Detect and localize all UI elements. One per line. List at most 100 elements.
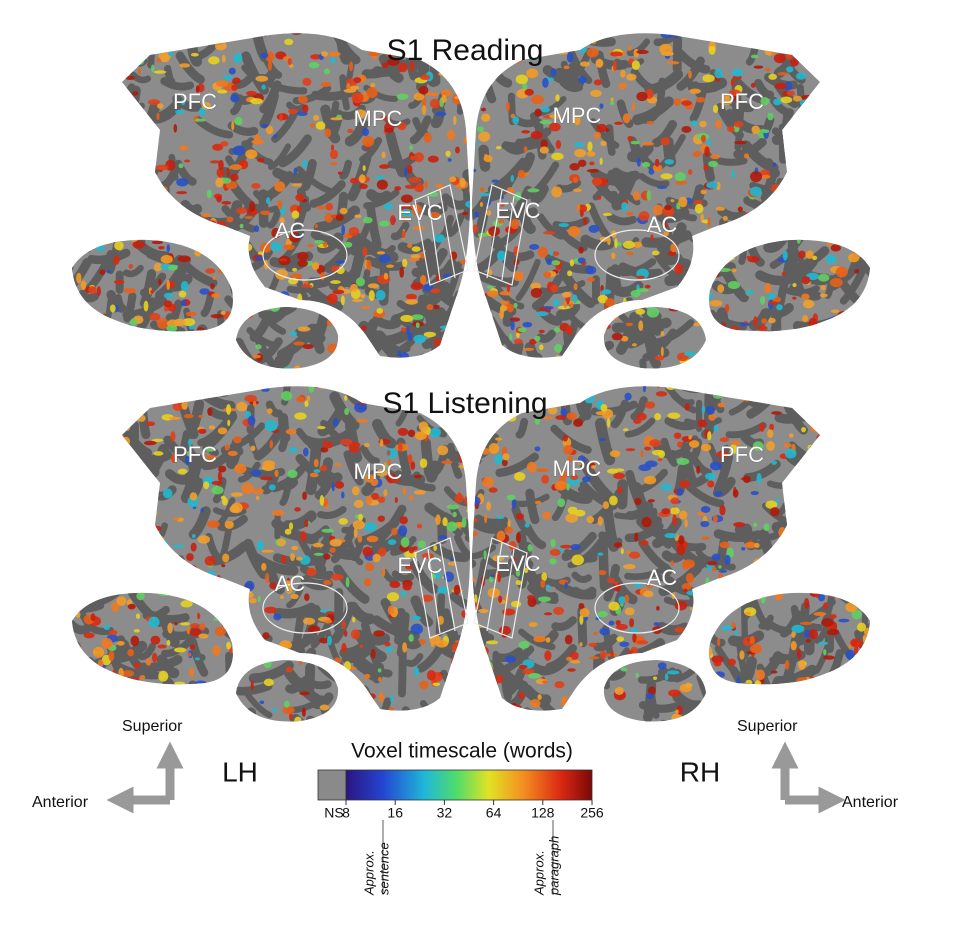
activation-patch — [561, 291, 571, 298]
sulcus — [784, 188, 817, 199]
activation-patch — [574, 509, 586, 517]
activation-patch — [87, 244, 91, 253]
sulcus — [490, 650, 499, 699]
sulcus — [354, 518, 400, 547]
activation-patch — [713, 424, 719, 432]
activation-patch — [842, 665, 848, 673]
activation-patch — [168, 264, 178, 271]
activation-patch — [133, 178, 141, 190]
activation-patch — [720, 97, 733, 105]
activation-patch — [194, 118, 207, 122]
activation-patch — [412, 226, 426, 231]
activation-patch — [602, 212, 613, 216]
activation-patch — [841, 239, 848, 245]
activation-patch — [540, 106, 551, 113]
activation-patch — [515, 74, 528, 85]
activation-patch — [469, 515, 470, 522]
activation-patch — [284, 528, 292, 535]
activation-patch — [767, 112, 774, 121]
activation-patch — [782, 34, 787, 39]
activation-patch — [255, 301, 261, 308]
activation-patch — [145, 150, 150, 158]
activation-patch — [221, 613, 230, 621]
sulcus — [361, 341, 384, 358]
activation-patch — [797, 156, 806, 167]
sulcus — [249, 312, 273, 342]
activation-patch — [624, 392, 632, 401]
activation-patch — [238, 587, 249, 595]
activation-patch — [512, 116, 520, 125]
sulcus — [317, 530, 332, 569]
activation-patch — [733, 121, 744, 128]
activation-patch — [551, 152, 564, 161]
sulcus — [404, 653, 424, 667]
activation-patch — [376, 469, 389, 477]
activation-patch — [313, 458, 319, 468]
sulcus — [359, 444, 380, 465]
activation-patch — [472, 354, 476, 358]
activation-patch — [418, 421, 429, 432]
activation-patch — [222, 497, 228, 506]
activation-patch — [424, 180, 428, 189]
activation-patch — [670, 497, 680, 505]
activation-patch — [472, 492, 475, 503]
activation-patch — [227, 419, 231, 427]
activation-patch — [578, 602, 585, 609]
activation-patch — [507, 519, 511, 528]
activation-patch — [363, 673, 371, 679]
activation-patch — [813, 98, 820, 108]
activation-patch — [430, 641, 434, 648]
activation-patch — [280, 595, 284, 599]
activation-patch — [688, 435, 692, 440]
activation-patch — [542, 306, 554, 310]
activation-patch — [402, 642, 407, 653]
activation-patch — [773, 53, 786, 64]
sulcus — [162, 560, 190, 586]
activation-patch — [511, 600, 522, 608]
activation-patch — [515, 513, 525, 520]
activation-patch — [727, 658, 736, 666]
sulcus — [177, 700, 221, 711]
sulcus — [690, 587, 710, 611]
activation-patch — [553, 343, 563, 353]
activation-patch — [202, 352, 215, 358]
activation-patch — [225, 258, 230, 263]
activation-patch — [799, 546, 812, 554]
activation-patch — [545, 637, 551, 643]
activation-patch — [330, 57, 336, 64]
sulcus — [758, 691, 792, 711]
sulcus — [518, 152, 535, 174]
activation-patch — [318, 386, 328, 390]
sulcus — [384, 353, 428, 358]
activation-patch — [678, 510, 688, 520]
activation-patch — [215, 347, 220, 357]
activation-patch — [272, 509, 285, 516]
activation-patch — [636, 640, 649, 645]
activation-patch — [180, 300, 187, 307]
activation-patch — [183, 413, 194, 419]
sulcus — [246, 327, 280, 349]
activation-patch — [236, 207, 248, 214]
activation-patch — [489, 426, 496, 431]
activation-patch — [145, 501, 149, 511]
activation-patch — [68, 331, 81, 339]
activation-patch — [798, 659, 806, 671]
activation-patch — [243, 308, 254, 319]
activation-patch — [792, 702, 797, 709]
sulcus — [639, 358, 649, 369]
activation-patch — [266, 408, 273, 414]
activation-patch — [274, 469, 279, 478]
activation-patch — [664, 204, 672, 211]
activation-patch — [288, 447, 298, 453]
sulcus — [760, 191, 771, 238]
sulcus — [476, 270, 520, 288]
sulcus — [478, 144, 491, 172]
activation-patch — [667, 670, 680, 675]
activation-patch — [279, 217, 285, 226]
sulcus — [839, 314, 859, 332]
activation-patch — [185, 696, 194, 707]
activation-patch — [330, 280, 341, 284]
activation-patch — [451, 315, 464, 326]
activation-patch — [215, 220, 227, 231]
activation-patch — [718, 565, 722, 569]
